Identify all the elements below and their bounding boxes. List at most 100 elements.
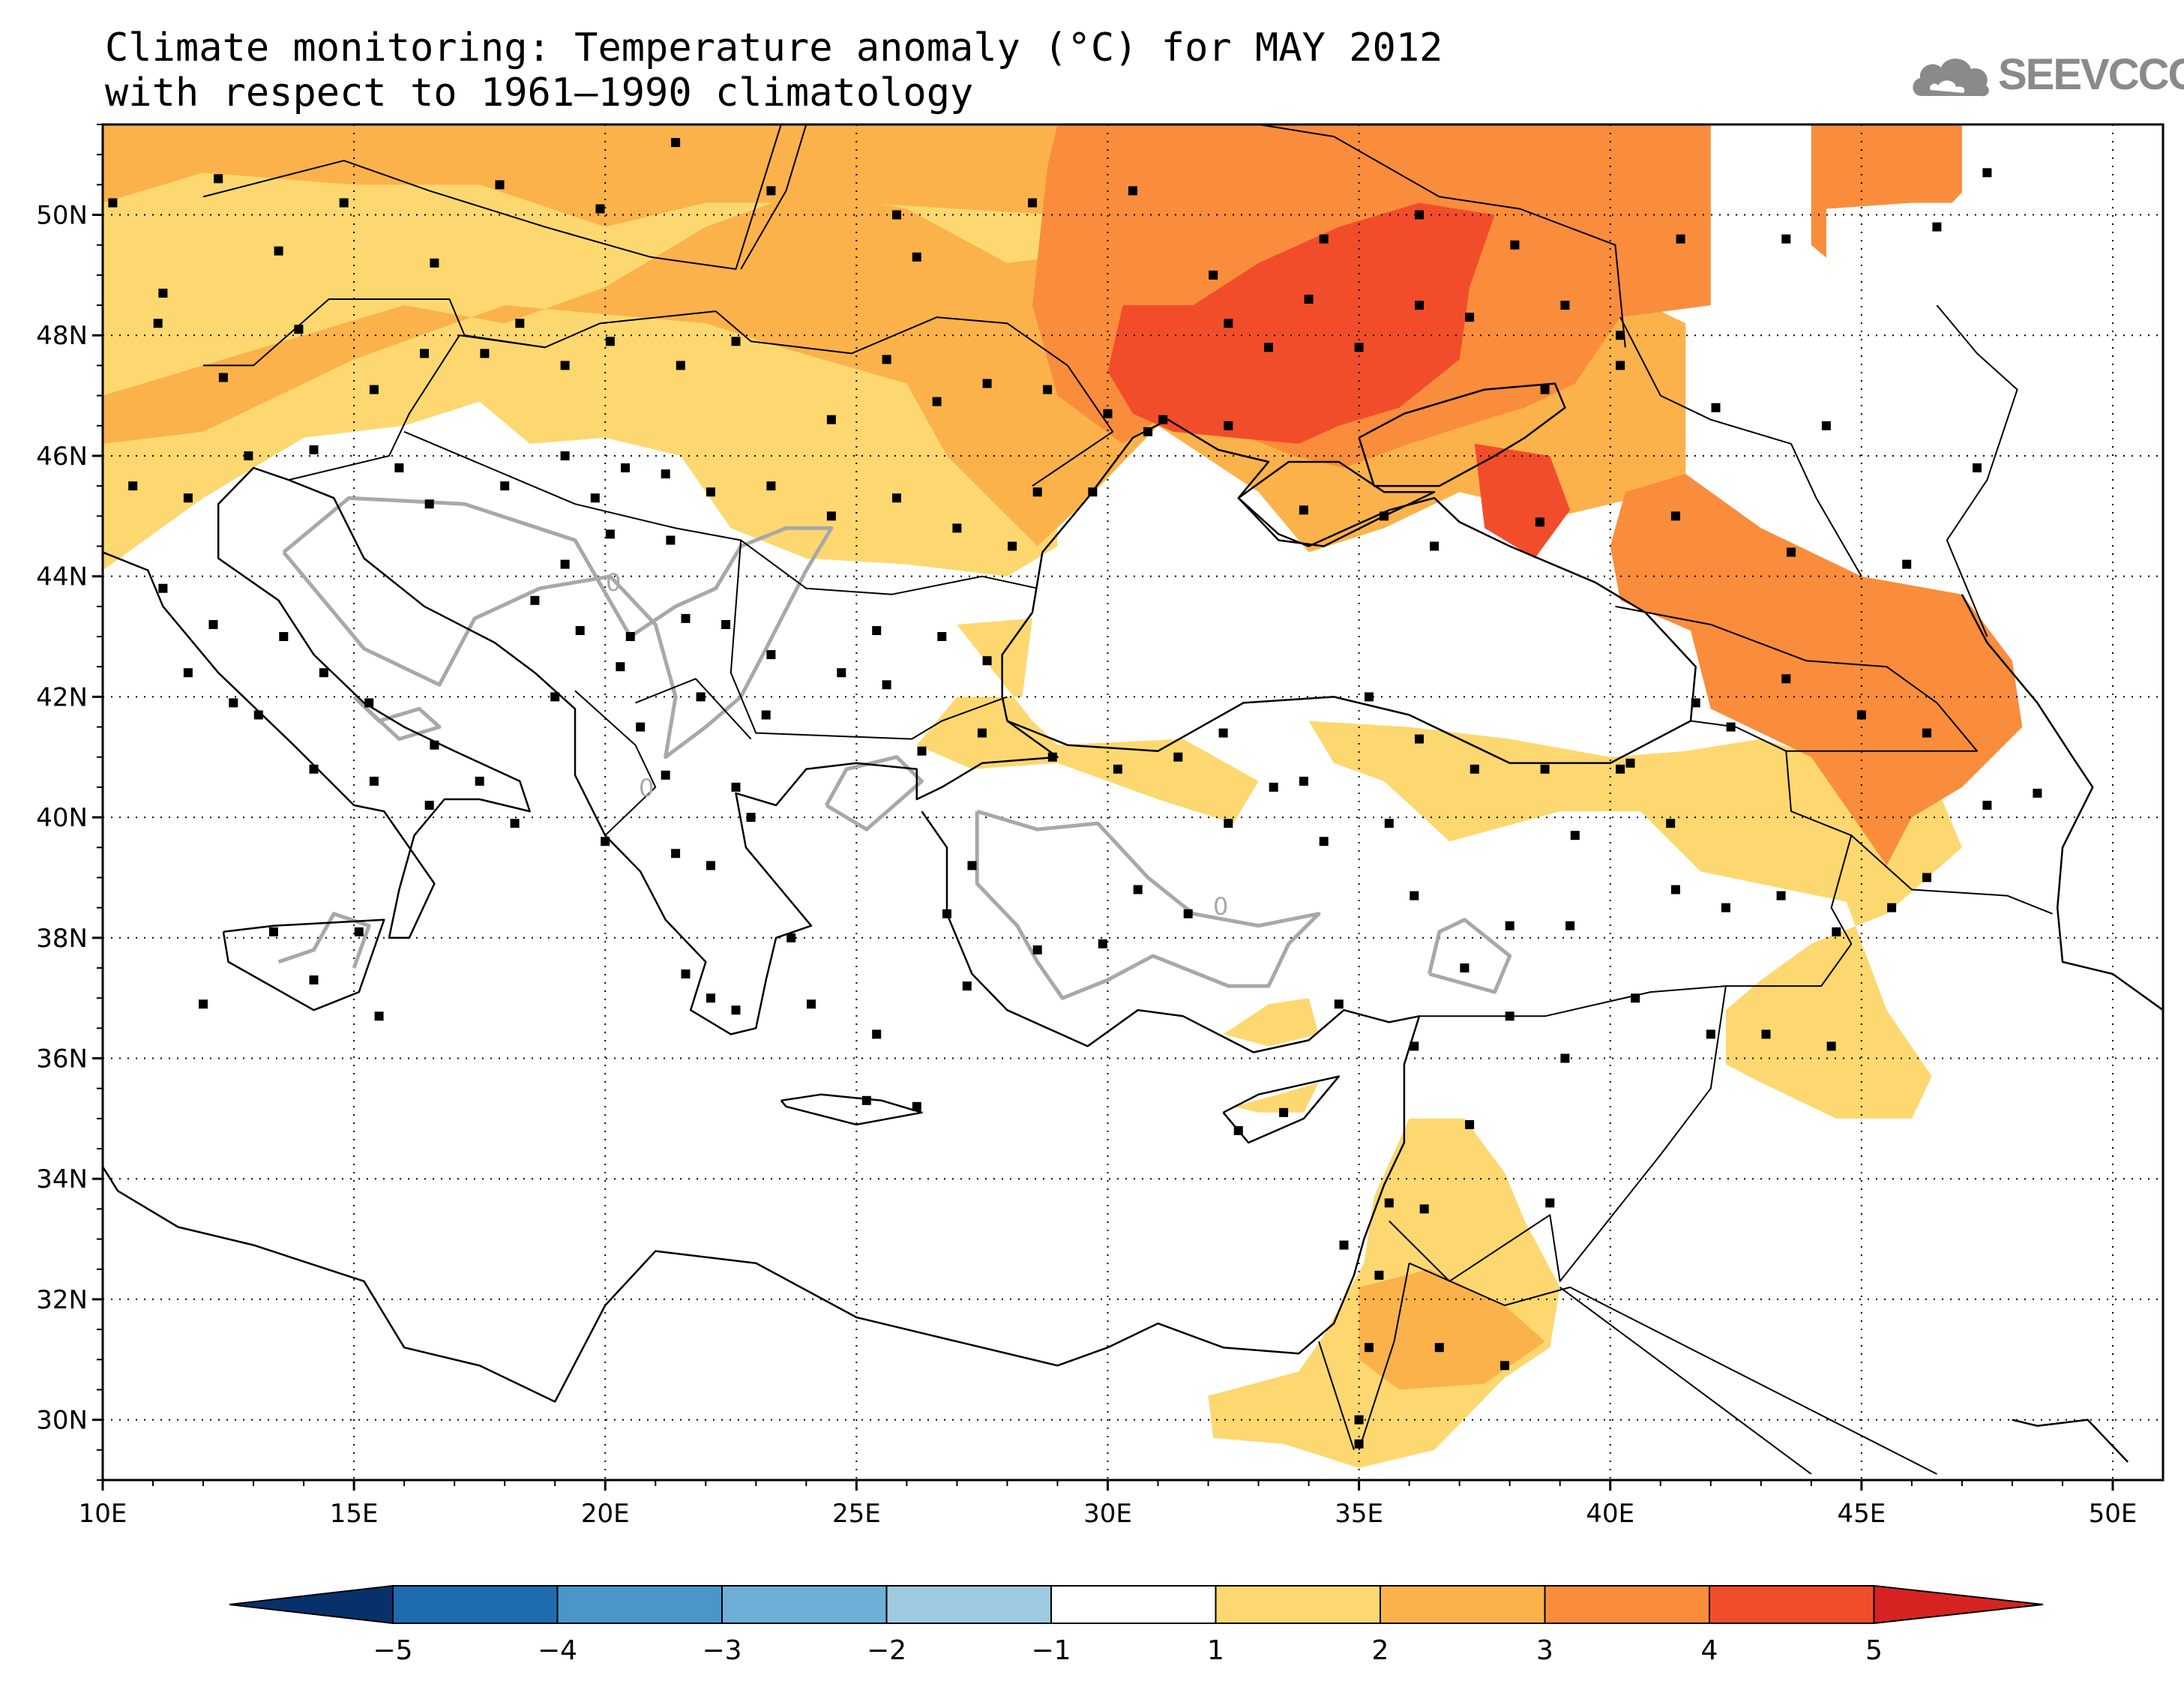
anomaly-region-1-2 <box>1233 1082 1319 1113</box>
station-marker <box>625 632 635 641</box>
station-marker <box>616 662 625 672</box>
title-line-1: Climate monitoring: Temperature anomaly … <box>105 25 1443 70</box>
lat-tick-label: 32N <box>36 1285 88 1315</box>
station-marker <box>892 210 901 220</box>
station-marker <box>575 626 585 635</box>
station-marker <box>294 325 304 334</box>
station-marker <box>1821 421 1831 430</box>
station-marker <box>183 668 193 678</box>
colorbar-segment <box>1544 1585 1710 1624</box>
lon-tick-label: 15E <box>330 1499 379 1529</box>
colorbar-label: −1 <box>1031 1635 1071 1666</box>
station-marker <box>977 728 987 738</box>
crimea <box>1237 460 1436 547</box>
station-marker <box>128 481 138 491</box>
station-marker <box>309 445 319 454</box>
anomaly-region-4-5 <box>1107 202 1495 444</box>
station-marker <box>1616 764 1625 774</box>
station-marker <box>1721 903 1730 912</box>
station-marker <box>982 379 992 388</box>
country-borders <box>202 124 2053 1475</box>
station-marker <box>982 656 992 666</box>
lon-tick-label: 20E <box>581 1499 630 1529</box>
station-marker <box>1982 801 1992 810</box>
station-marker <box>510 819 520 829</box>
colorbar-label: 1 <box>1207 1635 1224 1666</box>
contour-label: 0 <box>1213 892 1228 921</box>
colorbar-label: 5 <box>1865 1635 1883 1666</box>
station-marker <box>1761 1029 1771 1039</box>
zero-contour-line <box>352 695 442 742</box>
colorbar-segment <box>556 1585 723 1624</box>
lon-tick-label: 40E <box>1586 1499 1634 1529</box>
contour-label: 0 <box>639 774 654 802</box>
country-border <box>635 678 752 740</box>
lat-tick-label: 42N <box>36 682 88 712</box>
station-marker <box>605 529 615 539</box>
station-marker <box>942 909 951 918</box>
station-marker <box>746 813 756 823</box>
anomaly-region-2-3 <box>103 124 1058 227</box>
station-marker <box>1384 819 1394 829</box>
station-marker <box>937 632 947 641</box>
station-marker <box>430 740 439 750</box>
station-marker <box>1676 234 1685 244</box>
station-marker <box>374 1011 384 1021</box>
station-marker <box>153 319 163 328</box>
colorbar-segment <box>1709 1585 1875 1624</box>
station-marker <box>1540 385 1550 394</box>
station-marker <box>731 337 741 346</box>
map-title: Climate monitoring: Temperature anomaly … <box>105 25 1443 115</box>
station-marker <box>962 981 972 991</box>
station-marker <box>807 999 816 1009</box>
station-marker <box>1113 764 1122 774</box>
station-marker <box>892 493 901 503</box>
no-data-area <box>1826 166 1988 372</box>
station-marker <box>1043 385 1053 394</box>
station-marker <box>550 692 560 702</box>
station-marker <box>696 692 706 702</box>
station-marker <box>1419 1204 1429 1214</box>
station-marker <box>671 849 681 858</box>
station-marker <box>1510 240 1520 250</box>
coastlines <box>103 382 2163 1463</box>
colorbar-high-arrow <box>1873 1584 2044 1625</box>
station-marker <box>1415 301 1424 310</box>
station-marker <box>1354 1439 1364 1449</box>
station-marker <box>424 801 434 810</box>
graticule <box>103 124 2163 1480</box>
station-marker <box>872 1029 882 1039</box>
no-data-areas <box>1826 166 1988 372</box>
station-marker <box>1264 343 1273 352</box>
station-marker <box>1173 752 1183 762</box>
anomaly-region-3-4 <box>1610 474 2023 866</box>
station-marker <box>1540 764 1550 774</box>
map-frame <box>101 123 2165 1482</box>
station-marker <box>218 373 228 382</box>
station-marker <box>661 469 670 479</box>
station-marker <box>1535 517 1544 527</box>
country-border <box>1409 1262 1937 1475</box>
station-marker <box>912 252 921 262</box>
station-marker <box>1279 1107 1289 1117</box>
station-marker <box>912 1101 921 1111</box>
anomaly-region-1-2 <box>1308 721 1962 1119</box>
lat-tick-label: 50N <box>36 201 88 231</box>
station-marker <box>1500 1361 1509 1371</box>
station-marker <box>108 198 118 208</box>
station-marker <box>1560 1053 1570 1063</box>
station-marker <box>1183 909 1193 918</box>
station-marker <box>1158 415 1168 424</box>
anomaly-region-1-2 <box>1223 998 1319 1047</box>
station-marker <box>766 481 776 491</box>
station-marker <box>595 204 605 214</box>
station-marker <box>826 415 836 424</box>
lon-tick-label: 35E <box>1335 1499 1383 1529</box>
station-marker <box>666 535 676 545</box>
station-marker <box>354 927 364 936</box>
station-marker <box>1374 1270 1384 1280</box>
station-marker <box>861 1095 871 1105</box>
station-marker <box>1706 1029 1715 1039</box>
balkan-adriatic-coast <box>288 478 1059 1035</box>
